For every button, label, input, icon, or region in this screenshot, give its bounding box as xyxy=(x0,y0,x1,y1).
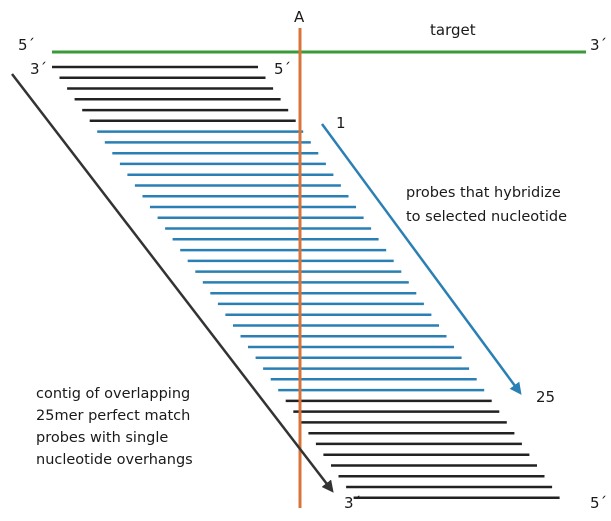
target-label: target xyxy=(430,21,476,39)
probe-top-3prime-label: 3´ xyxy=(30,60,47,78)
position-marker-label: A xyxy=(294,8,305,26)
contig-caption-3: probes with single xyxy=(36,430,168,446)
target-5prime-label: 5´ xyxy=(18,36,35,54)
selected-probes-caption-1: probes that hybridize xyxy=(406,185,561,201)
contig-arrow xyxy=(11,73,334,493)
probe-last-index: 25 xyxy=(536,388,555,406)
contig-caption-2: 25mer perfect match xyxy=(36,408,190,424)
selected-probes-caption-2: to selected nucleotide xyxy=(406,209,567,225)
probe-first-index: 1 xyxy=(336,114,346,132)
probe-top-5prime-label: 5´ xyxy=(274,60,291,78)
probe-bottom-5prime-label: 5´ xyxy=(590,494,607,512)
target-3prime-label: 3´ xyxy=(590,36,607,54)
probe-bottom-3prime-label: 3´ xyxy=(344,494,361,512)
contig-caption-1: contig of overlapping xyxy=(36,386,190,402)
selected-probes-arrow xyxy=(320,123,522,395)
contig-caption-4: nucleotide overhangs xyxy=(36,452,193,468)
probe-strands xyxy=(52,65,560,500)
